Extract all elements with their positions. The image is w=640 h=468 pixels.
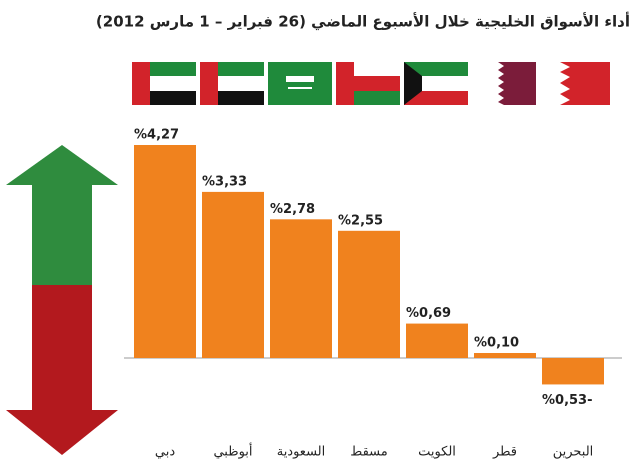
x-tick-label: السعودية: [277, 445, 326, 460]
x-tick-label: دبي: [155, 445, 175, 460]
bar: [270, 219, 332, 358]
bar: [202, 191, 264, 358]
value-label: %0,10: [474, 336, 519, 351]
x-tick-label: الكويت: [418, 445, 456, 460]
bar: [474, 353, 536, 358]
flag-kuwait: [404, 62, 468, 105]
x-tick-label: مسقط: [350, 445, 387, 460]
value-label: %3,33: [202, 174, 247, 189]
x-tick-label: قطر: [492, 445, 517, 460]
flag-bahrain: [540, 62, 610, 105]
chart-title: أداء الأسواق الخليجية خلال الأسبوع الماض…: [96, 12, 630, 31]
flags: [132, 62, 610, 105]
bar: [542, 358, 604, 385]
value-label: %0,69: [406, 306, 451, 321]
bar: [406, 323, 468, 358]
value-label: %4,27: [134, 128, 179, 143]
up-arrow: [6, 145, 118, 285]
value-label: %0,53-: [542, 393, 593, 408]
x-tick-label: أبوظبي: [213, 443, 252, 460]
value-label: %2,78: [270, 202, 315, 217]
flag-oman: [336, 62, 400, 105]
flag-qatar: [472, 62, 536, 105]
value-label: %2,55: [338, 213, 383, 228]
down-arrow: [6, 285, 118, 455]
trend-arrows: [6, 145, 118, 455]
bar: [134, 145, 196, 358]
x-tick-label: البحرين: [553, 445, 594, 460]
flag-uae: [200, 62, 264, 105]
bar: [338, 230, 400, 358]
flag-uae: [132, 62, 196, 105]
flag-saudi: [268, 62, 332, 105]
